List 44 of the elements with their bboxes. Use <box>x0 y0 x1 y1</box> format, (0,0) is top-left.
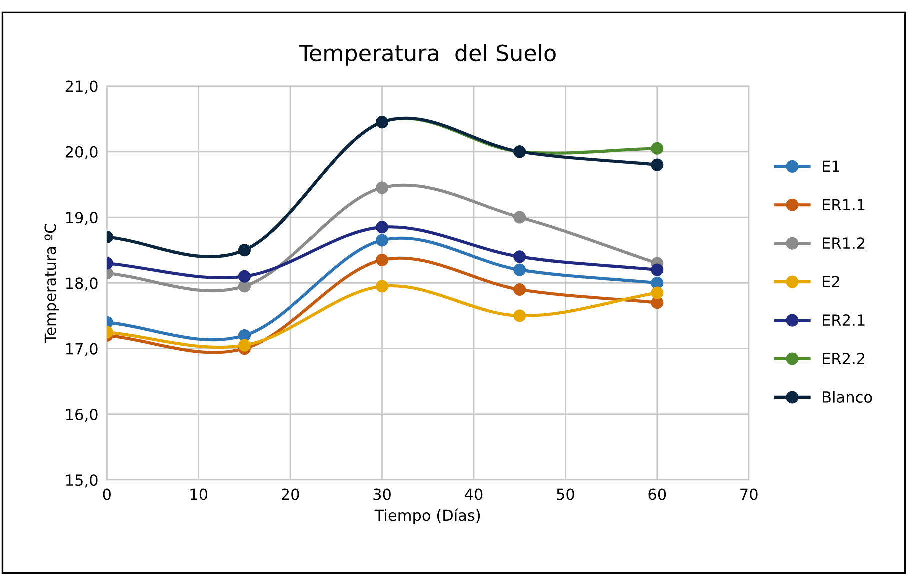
point <box>651 276 664 290</box>
x-tick-label: 30 <box>374 488 391 500</box>
point <box>514 264 526 276</box>
x-tick-label: 40 <box>465 488 483 500</box>
x-tick-label: 10 <box>190 488 208 500</box>
legend-label: ER2.1 <box>823 314 865 326</box>
y-tick-label: 17,0 <box>66 343 98 356</box>
point <box>376 280 389 293</box>
point <box>651 158 664 172</box>
chart-title: Temperatura del Suelo <box>299 44 556 66</box>
point <box>651 264 664 276</box>
point <box>651 286 664 300</box>
x-tick-label: 20 <box>282 488 300 500</box>
point <box>376 182 389 194</box>
legend-label: E2 <box>823 276 840 288</box>
point <box>514 310 526 322</box>
x-tick-label: 60 <box>648 488 666 500</box>
y-tick-label: 19,0 <box>66 212 98 226</box>
x-tick-label: 0 <box>103 488 111 500</box>
legend-label: ER1.2 <box>823 238 865 249</box>
point <box>376 221 389 234</box>
point <box>514 284 526 296</box>
point <box>651 296 664 310</box>
legend-label: Blanco <box>823 391 872 404</box>
legend-label: ER2.2 <box>823 352 865 364</box>
x-axis-title: Tiempo (Días) <box>374 508 480 524</box>
legend-label: E1 <box>823 160 840 172</box>
y-tick-label: 20,0 <box>66 146 98 160</box>
point <box>238 270 251 283</box>
y-tick-label: 18,0 <box>66 278 98 291</box>
y-tick-label: 15,0 <box>66 474 98 488</box>
x-tick-label: 50 <box>557 488 574 500</box>
x-tick-label: 70 <box>740 488 758 500</box>
y-tick-label: 21,0 <box>66 80 98 94</box>
point <box>238 329 251 342</box>
y-tick-label: 16,0 <box>66 408 98 422</box>
y-axis-title: Temperatura ºC <box>44 224 60 344</box>
legend-label: ER1.1 <box>823 199 865 210</box>
point <box>514 211 526 224</box>
point <box>376 254 389 266</box>
point <box>514 250 526 264</box>
point <box>651 142 664 155</box>
point <box>238 339 251 352</box>
point <box>376 234 389 247</box>
